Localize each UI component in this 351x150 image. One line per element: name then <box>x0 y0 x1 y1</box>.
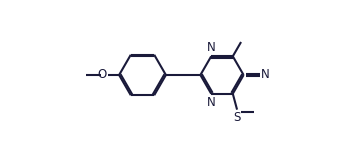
Text: N: N <box>207 96 216 109</box>
Text: N: N <box>207 41 216 54</box>
Text: N: N <box>261 69 270 81</box>
Text: O: O <box>97 69 106 81</box>
Text: S: S <box>233 111 241 124</box>
